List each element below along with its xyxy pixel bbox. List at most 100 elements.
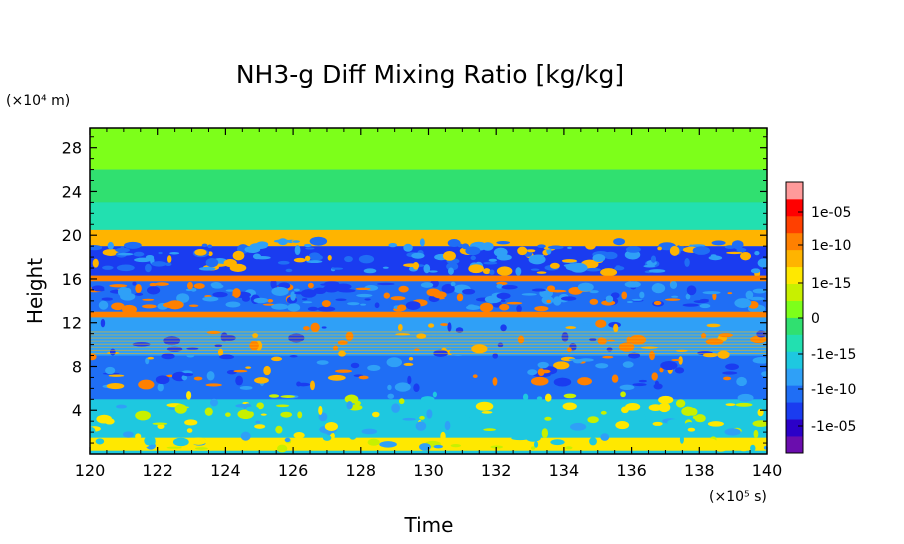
x-tick-label: 138 bbox=[684, 461, 715, 480]
heatmap-blob bbox=[345, 331, 354, 341]
heatmap-blob bbox=[547, 245, 564, 250]
heatmap-blob bbox=[450, 444, 462, 448]
heatmap-blob bbox=[420, 396, 435, 402]
heatmap-blob bbox=[496, 292, 511, 300]
heatmap-blob bbox=[430, 329, 438, 339]
heatmap-blob bbox=[115, 247, 131, 253]
heatmap-blob bbox=[107, 241, 114, 250]
plot-area bbox=[90, 128, 767, 454]
heatmap-blob bbox=[521, 293, 537, 296]
heatmap-blob bbox=[650, 255, 657, 263]
heatmap-blob bbox=[301, 298, 308, 301]
heatmap-blob bbox=[457, 243, 464, 248]
heatmap-blob bbox=[702, 291, 721, 295]
heatmap-blob bbox=[271, 303, 289, 310]
heatmap-blob bbox=[341, 441, 354, 446]
heatmap-blob bbox=[148, 403, 166, 409]
heatmap-blob bbox=[275, 404, 290, 408]
heatmap-blob bbox=[420, 282, 434, 288]
heatmap-blob bbox=[105, 366, 116, 375]
heatmap-blob bbox=[270, 278, 277, 289]
heatmap-blob bbox=[109, 348, 116, 356]
x-axis-label: Time bbox=[404, 513, 454, 537]
heatmap-blob bbox=[132, 281, 137, 286]
heatmap-blob bbox=[318, 405, 323, 415]
heatmap-blob bbox=[341, 438, 351, 443]
heatmap-blob bbox=[482, 242, 494, 251]
heatmap-blob bbox=[292, 240, 300, 243]
heatmap-blob bbox=[240, 431, 251, 441]
heatmap-blob bbox=[284, 437, 291, 443]
heatmap-blob bbox=[447, 322, 452, 332]
heatmap-blob bbox=[232, 250, 245, 261]
heatmap-blob bbox=[109, 284, 128, 288]
heatmap-blob bbox=[116, 264, 135, 272]
heatmap-blob bbox=[613, 238, 625, 246]
heatmap-blob bbox=[271, 414, 276, 419]
heatmap-blob bbox=[190, 437, 207, 445]
heatmap-blob bbox=[307, 282, 314, 289]
heatmap-blob bbox=[202, 296, 219, 302]
heatmap-blob bbox=[546, 299, 551, 304]
heatmap-blob bbox=[537, 244, 546, 248]
heatmap-blob bbox=[322, 434, 332, 441]
heatmap-blob bbox=[207, 244, 213, 249]
heatmap-blob bbox=[147, 286, 161, 295]
heatmap-blob bbox=[225, 289, 235, 292]
heatmap-blob bbox=[620, 391, 626, 398]
heatmap-blob bbox=[187, 327, 194, 335]
x-tick-label: 128 bbox=[346, 461, 377, 480]
colorbar-swatch bbox=[786, 436, 803, 454]
heatmap-blob bbox=[161, 353, 175, 360]
heatmap-blob bbox=[246, 406, 259, 412]
heatmap-blob bbox=[586, 267, 601, 272]
heatmap-blob bbox=[154, 282, 169, 286]
heatmap-blob bbox=[214, 344, 223, 348]
heatmap-blob bbox=[195, 447, 208, 450]
heatmap-blob bbox=[263, 365, 271, 376]
heatmap-blob bbox=[450, 281, 456, 287]
heatmap-blob bbox=[610, 292, 620, 299]
heatmap-blob bbox=[280, 411, 293, 418]
heatmap-blob bbox=[615, 265, 621, 268]
heatmap-blob bbox=[577, 377, 592, 386]
heatmap-blob bbox=[426, 409, 433, 419]
heatmap-blob bbox=[391, 319, 398, 328]
heatmap-blob bbox=[734, 298, 752, 308]
heatmap-blob bbox=[394, 382, 411, 392]
heatmap-blob bbox=[752, 288, 767, 294]
heatmap-blob bbox=[235, 404, 250, 408]
heatmap-blob bbox=[432, 391, 437, 398]
heatmap-blob bbox=[501, 284, 518, 290]
heatmap-blob bbox=[518, 432, 528, 436]
colorbar-swatch bbox=[786, 266, 803, 285]
colorbar-label: 1e-05 bbox=[811, 205, 851, 221]
heatmap-blob bbox=[241, 295, 251, 302]
heatmap-blob bbox=[738, 444, 749, 452]
y-tick-label: 4 bbox=[72, 401, 82, 420]
heatmap-blob bbox=[419, 443, 431, 451]
heatmap-blob bbox=[685, 293, 691, 300]
heatmap-blob bbox=[350, 362, 360, 369]
colorbar-swatch bbox=[786, 334, 803, 352]
heatmap-blob bbox=[308, 252, 321, 259]
heatmap-blob bbox=[390, 347, 408, 351]
heatmap-blob bbox=[271, 356, 283, 362]
heatmap-blob bbox=[499, 303, 510, 311]
heatmap-blob bbox=[658, 395, 674, 404]
heatmap-blob bbox=[528, 254, 546, 265]
heatmap-blob bbox=[124, 241, 142, 249]
heatmap-blob bbox=[304, 255, 311, 262]
heatmap-blob bbox=[600, 410, 607, 415]
heatmap-blob bbox=[419, 238, 425, 247]
heatmap-blob bbox=[321, 326, 327, 329]
heatmap-blob bbox=[388, 242, 398, 248]
heatmap-blob bbox=[188, 304, 199, 307]
heatmap-band bbox=[90, 275, 767, 282]
heatmap-blob bbox=[160, 239, 165, 246]
heatmap-blob bbox=[692, 246, 711, 255]
heatmap-blob bbox=[475, 401, 494, 411]
heatmap-blob bbox=[752, 420, 767, 427]
heatmap-blob bbox=[186, 354, 195, 358]
heatmap-blob bbox=[403, 243, 413, 252]
